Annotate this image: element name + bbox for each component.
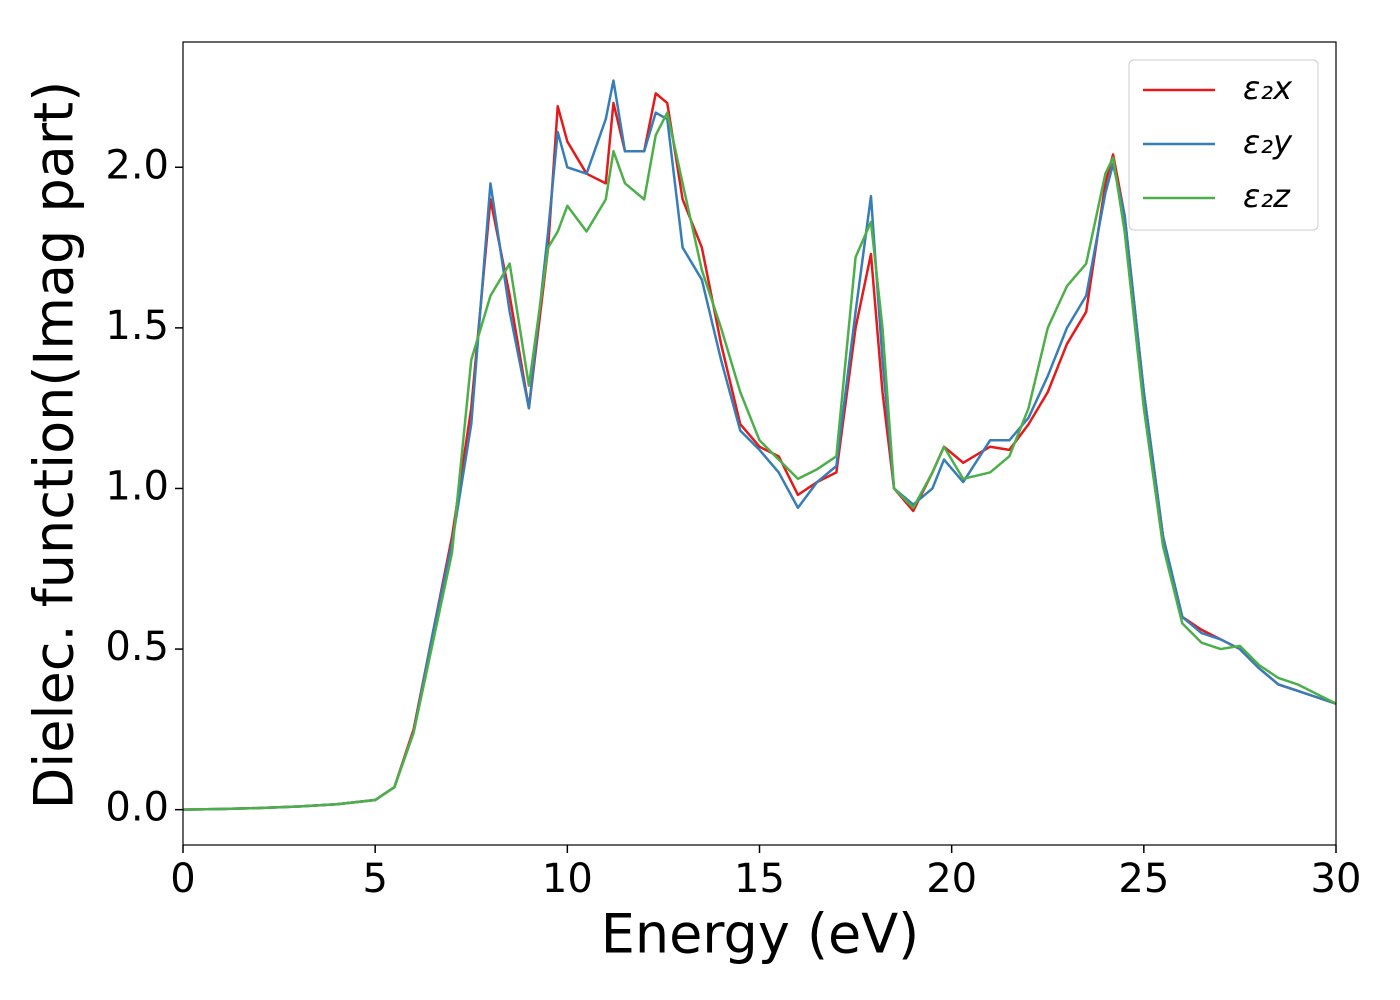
x-tick-label: 15	[734, 856, 785, 902]
y-tick-label: 0.0	[105, 785, 169, 831]
x-tick-label: 10	[542, 856, 593, 902]
legend-label: ε₂x	[1243, 69, 1293, 107]
series-line	[182, 111, 1337, 811]
y-axis-label: Dielec. function(Imag part)	[23, 81, 86, 810]
legend-label: ε₂z	[1243, 177, 1291, 215]
y-tick-label: 1.0	[105, 463, 169, 509]
y-tick-label: 0.5	[105, 624, 169, 670]
x-tick-label: 0	[170, 856, 195, 902]
x-tick-label: 20	[926, 856, 977, 902]
series-line	[182, 79, 1337, 811]
x-tick-label: 25	[1118, 856, 1169, 902]
x-tick-label: 5	[362, 856, 387, 902]
legend-box	[1128, 59, 1319, 231]
plot-frame	[182, 41, 1337, 846]
x-tick-label: 30	[1311, 856, 1362, 902]
legend-label: ε₂y	[1243, 123, 1293, 161]
y-tick-label: 2.0	[105, 142, 169, 188]
x-axis-label: Energy (eV)	[601, 903, 920, 966]
y-tick-label: 1.5	[105, 303, 169, 349]
